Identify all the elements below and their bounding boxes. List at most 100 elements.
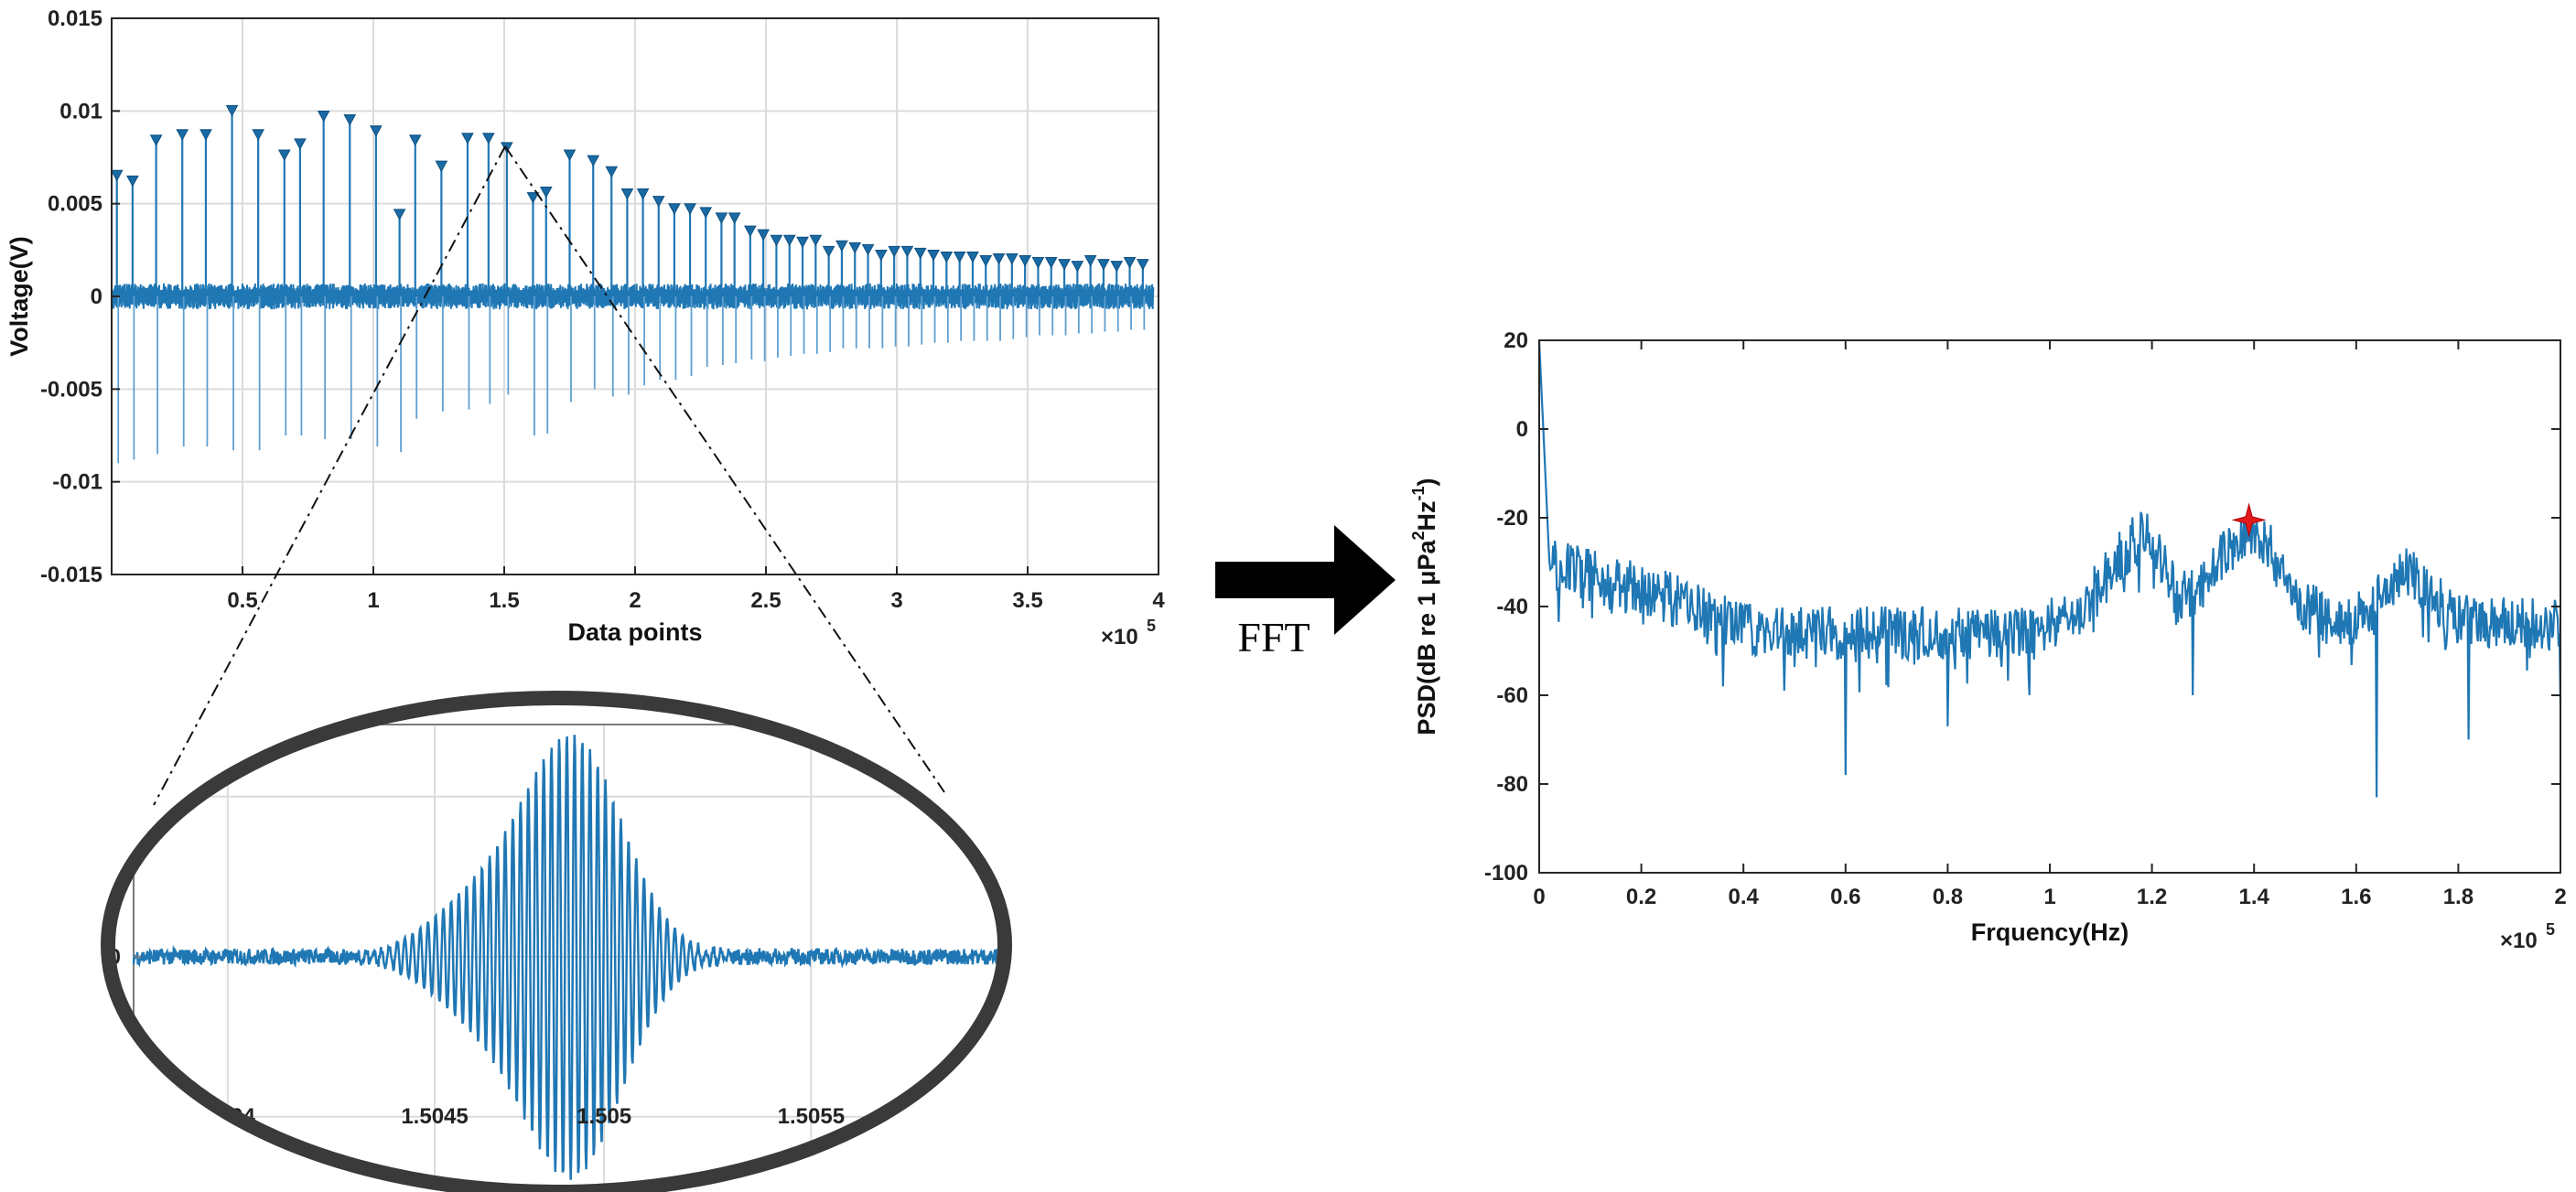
voltage-x-tick-label-2: 1.5 [489,588,519,613]
voltage-y-ticks: -0.015 -0.01 -0.005 0 0.005 0.01 0.015 [40,6,120,587]
psd-y-tick-label-1: 0 [1516,417,1528,442]
voltage-peak-marker-1 [126,175,139,188]
fft-arrow-shaft [1215,562,1334,598]
psd-y-label-main: PSD(dB re 1 μPa [1413,539,1440,735]
voltage-peak-marker-34 [782,234,796,247]
voltage-peak-marker-30 [728,212,741,224]
zoom-burst-line [132,735,1001,1180]
voltage-peak-marker-55 [1058,259,1071,271]
psd-x-tick-label-6: 1.2 [2137,885,2167,909]
voltage-peak-marker-50 [992,252,1006,265]
voltage-peak-marker-12 [393,209,406,220]
voltage-baseline-noise [112,283,1155,310]
psd-y-ticks: 20 0 -20 -40 -60 -80 -100 [1484,328,2560,886]
voltage-peak-marker-4 [199,129,212,141]
voltage-y-tick-label-1: -0.01 [52,470,102,495]
voltage-y-tick-label-2: -0.005 [40,377,102,402]
psd-x-tick-label-3: 0.6 [1830,885,1860,909]
psd-chart: 0 0.2 0.4 0.6 0.8 1 1.2 1.4 1.6 1.8 2 20 0 -20 -40 -60… [1409,328,2567,953]
voltage-peak-marker-40 [861,243,875,256]
voltage-x-exponent-power: 5 [1147,617,1156,635]
psd-plot-area [1537,339,2562,798]
psd-y-axis-label: PSD(dB re 1 μPa2Hz-1) [1409,478,1440,735]
voltage-x-tick-label-4: 2.5 [750,588,781,613]
psd-y-tick-label-2: -20 [1496,506,1528,531]
voltage-peak-marker-19 [539,187,553,199]
voltage-peak-marker-37 [822,245,835,258]
voltage-peak-marker-25 [652,196,665,208]
voltage-peak-marker-38 [835,240,848,252]
zoom-ellipse-frame [101,691,1012,1192]
voltage-peak-marker-35 [796,236,809,249]
voltage-x-tick-label-0: 0.5 [227,588,257,613]
psd-y-label-mid: Hz [1413,500,1440,531]
voltage-y-tick-label-4: 0.005 [48,192,102,217]
voltage-peak-marker-5 [225,104,239,117]
voltage-x-exponent-base: ×10 [1101,625,1138,650]
voltage-x-tick-label-3: 2 [629,588,641,613]
psd-x-tick-label-7: 1.4 [2239,885,2270,909]
voltage-peak-marker-39 [848,242,862,254]
voltage-peak-marker-28 [699,207,713,219]
psd-y-label-sup1: 2 [1409,531,1428,540]
voltage-peak-marker-52 [1019,255,1031,267]
voltage-peak-marker-24 [636,188,650,200]
voltage-y-tick-label-6: 0.015 [48,6,102,31]
psd-x-tick-label-1: 0.2 [1626,885,1656,909]
voltage-peak-marker-58 [1097,259,1110,271]
psd-x-tick-label-10: 2 [2554,885,2566,909]
voltage-chart: 0.5 1 1.5 2 2.5 3 3.5 4 -0.015 -0.01 -0.005 0 0.005… [5,6,1165,650]
psd-x-tick-label-8: 1.6 [2341,885,2371,909]
voltage-peak-marker-47 [953,251,966,263]
voltage-peak-marker-32 [757,229,770,242]
psd-y-tick-label-5: -80 [1496,772,1528,797]
voltage-y-axis-label: Voltage(V) [5,236,33,357]
psd-x-tick-label-2: 0.4 [1729,885,1760,909]
voltage-peak-marker-44 [913,247,927,260]
voltage-peak-marker-21 [587,155,600,167]
voltage-x-axis-label: Data points [567,618,702,646]
voltage-peak-marker-45 [927,249,940,262]
voltage-peak-marker-60 [1123,257,1137,269]
voltage-plot-area [110,104,1155,464]
psd-x-exponent-power: 5 [2546,920,2555,939]
voltage-x-ticks: 0.5 1 1.5 2 2.5 3 3.5 4 [227,566,1165,613]
voltage-peak-marker-9 [317,110,330,123]
voltage-y-tick-label-0: -0.015 [40,563,102,587]
voltage-peak-marker-11 [370,125,383,137]
fft-arrow: FFT [1215,525,1396,660]
psd-x-tick-label-0: 0 [1533,885,1545,909]
zoom-x-tick-label-2: 1.505 [577,1104,631,1129]
voltage-peak-marker-49 [979,255,993,267]
psd-x-tick-label-5: 1 [2043,885,2055,909]
zoom-connector-right [504,145,945,793]
zoom-x-tick-label-1: 1.5045 [401,1104,468,1129]
voltage-x-tick-label-5: 3 [890,588,902,613]
zoom-plot-area [132,735,1001,1180]
voltage-peak-marker-22 [605,166,619,178]
voltage-peak-marker-61 [1136,259,1149,271]
zoom-x-tick-label-3: 1.5055 [778,1104,845,1129]
voltage-peak-marker-10 [343,113,357,126]
psd-y-tick-label-6: -100 [1484,861,1528,886]
voltage-peak-marker-59 [1110,261,1124,273]
voltage-y-tick-label-3: 0 [91,285,102,309]
psd-x-exponent-base: ×10 [2500,929,2538,953]
voltage-peak-marker-53 [1031,257,1045,269]
psd-x-axis-label: Frquency(Hz) [1971,918,2129,946]
voltage-x-tick-label-6: 3.5 [1012,588,1042,613]
fft-label: FFT [1237,614,1310,660]
voltage-peak-marker-16 [481,133,495,145]
voltage-peak-marker-36 [809,234,823,247]
voltage-peak-marker-29 [715,212,728,224]
psd-x-ticks: 0 0.2 0.4 0.6 0.8 1 1.2 1.4 1.6 1.8 2 [1533,340,2567,909]
voltage-y-tick-label-5: 0.01 [59,99,102,123]
voltage-peak-marker-48 [966,251,979,263]
voltage-peak-marker-46 [940,251,954,263]
voltage-peak-marker-3 [176,129,189,141]
voltage-peak-marker-18 [526,192,540,204]
psd-peak-star-marker [2231,502,2267,538]
voltage-peak-marker-42 [888,245,900,258]
fft-arrow-head [1334,525,1396,635]
voltage-peak-marker-56 [1071,261,1084,273]
